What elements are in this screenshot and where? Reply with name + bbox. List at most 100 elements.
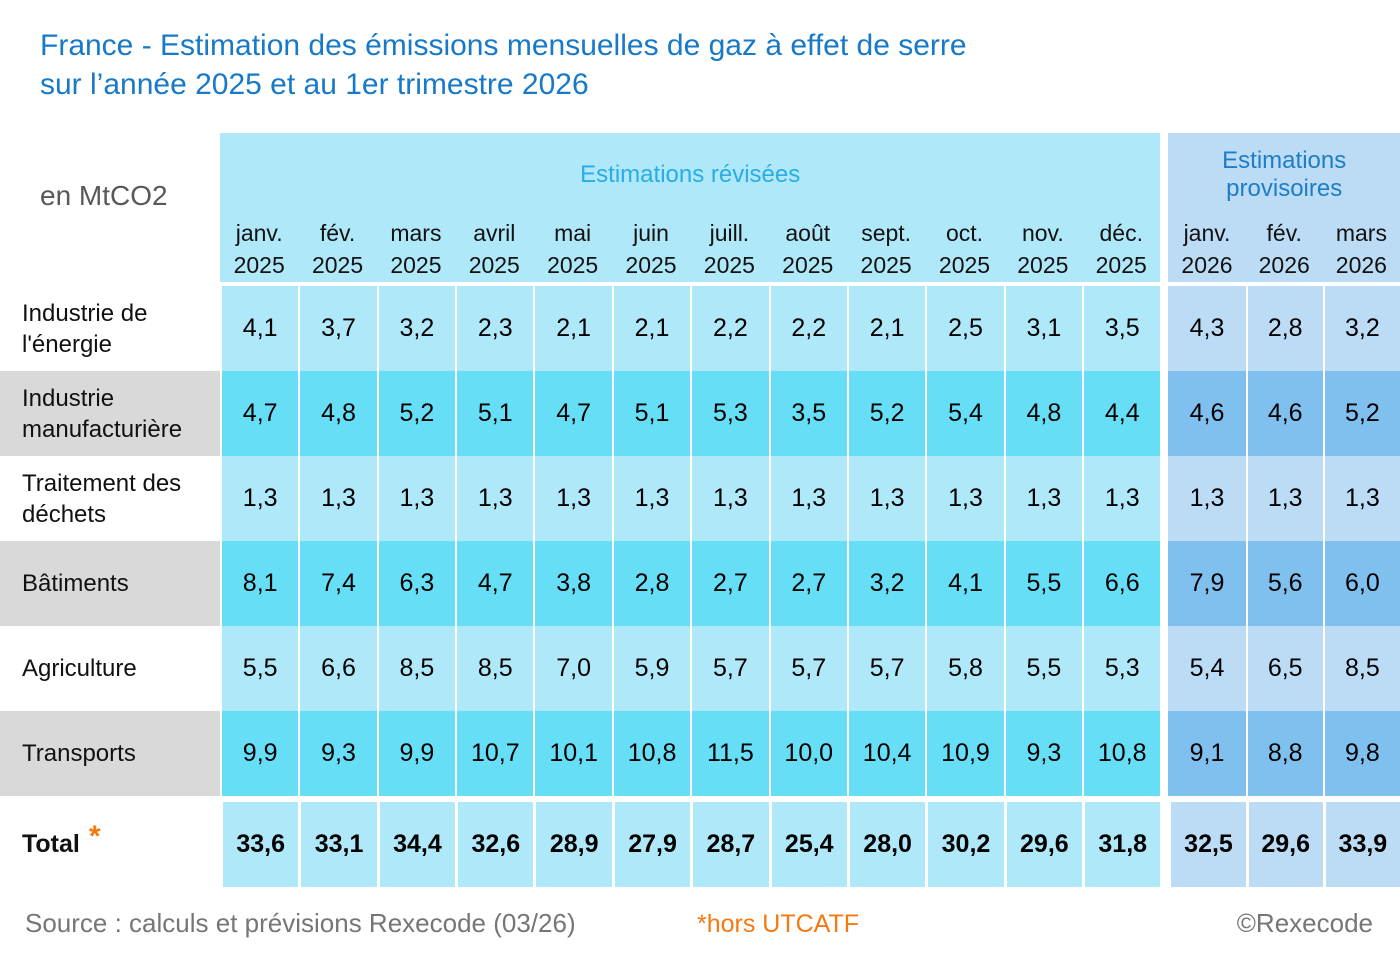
value-cell: 2,8 — [1245, 286, 1323, 371]
value-cell: 7,4 — [298, 541, 377, 626]
value-cell: 3,5 — [1082, 286, 1161, 371]
value-cell: 9,1 — [1168, 711, 1246, 796]
value-cell: 5,2 — [1322, 371, 1400, 456]
row-label: Agriculture — [0, 626, 220, 711]
month-label: mars — [1335, 219, 1387, 246]
provisional-group-label: Estimations provisoires — [1222, 146, 1347, 202]
row-label: Industrie de l'énergie — [0, 286, 220, 371]
total-value-cell: 29,6 — [1003, 802, 1083, 887]
provisional-header-block: Estimations provisoires janv. fév. mars 20… — [1168, 133, 1400, 286]
value-cell: 1,3 — [925, 456, 1004, 541]
value-cell: 9,8 — [1322, 711, 1400, 796]
value-cell: 6,6 — [1082, 541, 1161, 626]
total-value-cell: 31,8 — [1082, 802, 1161, 887]
value-cell: 2,1 — [533, 286, 612, 371]
value-cell: 2,3 — [455, 286, 534, 371]
provisional-year-row: 2026 2026 2026 — [1168, 250, 1400, 282]
total-value-cell: 32,6 — [455, 802, 534, 887]
month-label: août — [785, 219, 831, 246]
total-value-cell: 33,1 — [298, 802, 377, 887]
value-cell: 4,7 — [220, 371, 299, 456]
unit-label: en MtCO2 — [40, 180, 168, 211]
value-cell: 4,7 — [533, 371, 612, 456]
value-cell: 1,3 — [1245, 456, 1323, 541]
value-cell: 5,8 — [925, 626, 1004, 711]
page-title: France - Estimation des émissions mensue… — [40, 26, 967, 104]
year-label: 2025 — [938, 252, 991, 279]
value-cell: 10,0 — [768, 711, 847, 796]
row-label: Bâtiments — [0, 541, 220, 626]
row-label-text: Transports — [22, 740, 136, 767]
value-cell: 9,3 — [298, 711, 377, 796]
value-cell: 1,3 — [611, 456, 691, 541]
value-cell: 4,6 — [1245, 371, 1323, 456]
value-cell: 3,2 — [846, 541, 926, 626]
value-cell: 4,1 — [925, 541, 1004, 626]
value-cell: 1,3 — [455, 456, 534, 541]
row-label-text: Industrie de l'énergie — [22, 299, 148, 358]
month-label: oct. — [945, 219, 984, 246]
year-label: 2026 — [1181, 252, 1233, 279]
value-cell: 1,3 — [298, 456, 377, 541]
month-label: avril — [473, 219, 516, 246]
provisional-month-row: janv. fév. mars — [1168, 217, 1400, 250]
value-cell: 3,5 — [768, 371, 847, 456]
value-cell: 8,1 — [220, 541, 299, 626]
total-value-cell: 27,9 — [611, 802, 691, 887]
value-cell: 1,3 — [533, 456, 612, 541]
year-label: 2026 — [1258, 252, 1310, 279]
month-label: juin — [633, 219, 669, 246]
month-label: fév. — [1266, 219, 1302, 246]
year-label: 2026 — [1335, 252, 1387, 279]
value-cell: 5,4 — [925, 371, 1004, 456]
value-cell: 2,1 — [846, 286, 926, 371]
footer: Source : calculs et prévisions Rexecode … — [0, 908, 1400, 948]
value-cell: 6,6 — [298, 626, 377, 711]
row-label: Industrie manufacturière — [0, 371, 220, 456]
month-label: nov. — [1021, 219, 1064, 246]
year-label: 2025 — [311, 252, 364, 279]
revised-month-row: janv. fév. mars avril mai juin juill. août sept.… — [220, 217, 1160, 250]
value-cell: 5,9 — [611, 626, 691, 711]
row-label: Transports — [0, 711, 220, 796]
value-cell: 4,6 — [1168, 371, 1246, 456]
total-value-cell: 33,6 — [220, 802, 299, 887]
value-cell: 10,4 — [846, 711, 926, 796]
value-cell: 1,3 — [690, 456, 769, 541]
row-label-text: Bâtiments — [22, 570, 129, 597]
value-cell: 1,3 — [1082, 456, 1161, 541]
value-cell: 5,1 — [611, 371, 691, 456]
month-label: sept. — [861, 219, 912, 246]
revised-group-label: Estimations révisées — [580, 160, 801, 188]
value-cell: 5,2 — [376, 371, 456, 456]
value-cell: 6,0 — [1322, 541, 1400, 626]
value-cell: 3,8 — [533, 541, 612, 626]
value-cell: 6,3 — [376, 541, 456, 626]
source-text: Source : calculs et prévisions Rexecode … — [25, 908, 576, 938]
value-cell: 3,7 — [298, 286, 377, 371]
year-label: 2025 — [1095, 252, 1147, 279]
footnote-hors-utcatf: *hors UTCATF — [697, 910, 860, 938]
value-cell: 9,9 — [376, 711, 456, 796]
value-cell: 4,8 — [298, 371, 377, 456]
year-label: 2025 — [233, 252, 285, 279]
row-label-text: Traitement des déchets — [22, 469, 182, 528]
year-label: 2025 — [547, 252, 599, 279]
emissions-table: Estimations révisées janv. fév. mars avril m… — [0, 133, 1400, 887]
value-cell: 6,5 — [1245, 626, 1323, 711]
value-cell: 5,7 — [768, 626, 847, 711]
value-cell: 5,3 — [690, 371, 769, 456]
value-cell: 1,3 — [1168, 456, 1246, 541]
month-label: janv. — [1183, 219, 1231, 246]
value-cell: 5,4 — [1168, 626, 1246, 711]
month-label: mai — [554, 219, 592, 246]
value-cell: 2,8 — [611, 541, 691, 626]
total-value-cell: 34,4 — [376, 802, 456, 887]
year-label: 2025 — [390, 252, 442, 279]
value-cell: 1,3 — [846, 456, 926, 541]
value-cell: 10,7 — [455, 711, 534, 796]
row-label-text: Agriculture — [22, 655, 137, 682]
value-cell: 5,1 — [455, 371, 534, 456]
value-cell: 3,1 — [1003, 286, 1083, 371]
value-cell: 3,2 — [1322, 286, 1400, 371]
